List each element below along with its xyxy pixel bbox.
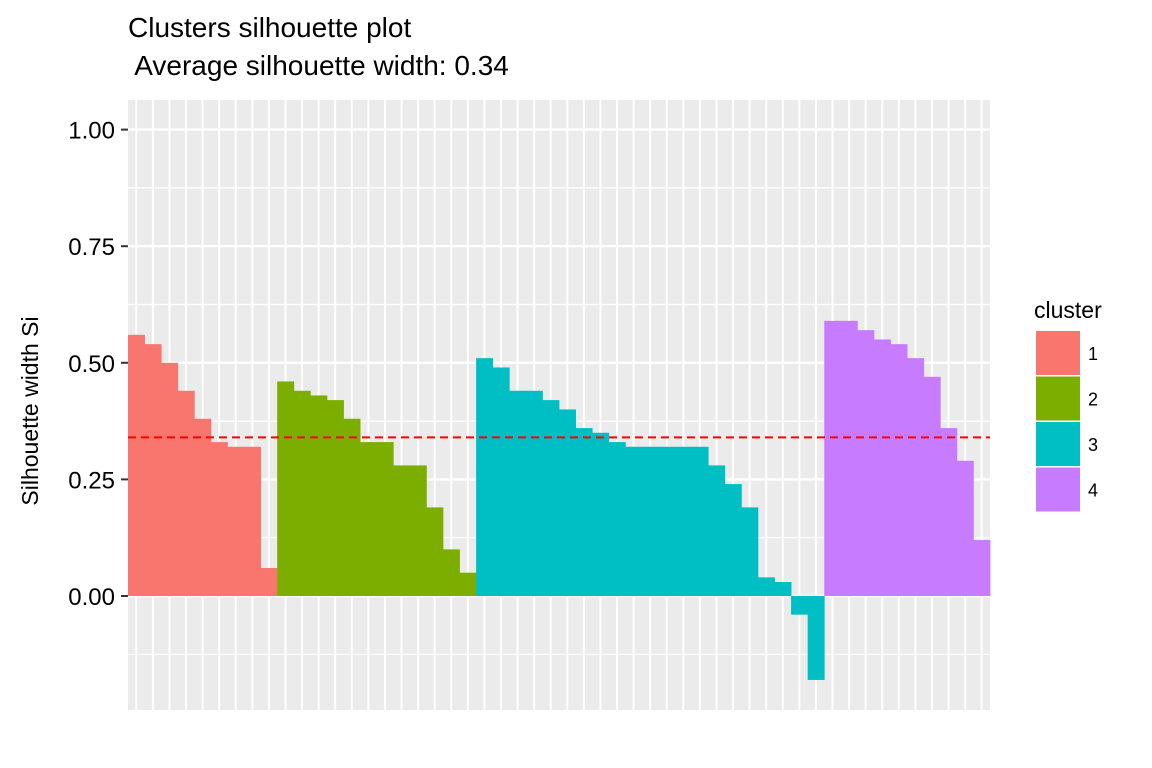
bar-cluster-1 bbox=[194, 418, 212, 596]
y-tick-label: 0.25 bbox=[68, 467, 115, 494]
y-tick-label: 1.00 bbox=[68, 118, 115, 145]
bar-cluster-3 bbox=[608, 442, 626, 596]
bar-cluster-3 bbox=[807, 596, 825, 680]
bar-cluster-1 bbox=[260, 568, 278, 596]
bar-cluster-2 bbox=[459, 572, 477, 596]
legend-label-1: 1 bbox=[1088, 344, 1098, 364]
bar-cluster-3 bbox=[525, 390, 543, 596]
legend-swatch-3 bbox=[1036, 422, 1080, 466]
legend: cluster 1 2 3 4 bbox=[1034, 297, 1102, 512]
bar-cluster-2 bbox=[409, 465, 427, 596]
bar-cluster-3 bbox=[757, 577, 775, 596]
bar-cluster-3 bbox=[592, 432, 610, 596]
chart-subtitle: Average silhouette width: 0.34 bbox=[128, 50, 509, 81]
bar-cluster-2 bbox=[393, 465, 411, 596]
bar-cluster-3 bbox=[559, 409, 576, 596]
y-tick-label: 0.00 bbox=[68, 584, 115, 611]
bar-cluster-1 bbox=[128, 334, 145, 596]
bar-cluster-3 bbox=[791, 596, 809, 615]
bars bbox=[128, 320, 991, 680]
bar-cluster-3 bbox=[641, 446, 659, 596]
bar-cluster-3 bbox=[476, 358, 494, 596]
bar-cluster-1 bbox=[210, 442, 228, 596]
bar-cluster-1 bbox=[244, 446, 262, 596]
bar-cluster-4 bbox=[857, 330, 875, 596]
bar-cluster-3 bbox=[575, 428, 593, 596]
chart-title: Clusters silhouette plot bbox=[128, 12, 412, 43]
legend-label-4: 4 bbox=[1088, 481, 1098, 501]
legend-swatch-4 bbox=[1036, 467, 1080, 512]
bar-cluster-3 bbox=[741, 507, 759, 596]
bar-cluster-1 bbox=[227, 446, 245, 596]
bar-cluster-2 bbox=[326, 400, 344, 596]
bar-cluster-4 bbox=[940, 428, 958, 596]
bar-cluster-1 bbox=[161, 362, 179, 596]
bar-cluster-3 bbox=[774, 582, 792, 596]
bar-cluster-4 bbox=[923, 376, 941, 596]
bar-cluster-4 bbox=[824, 320, 842, 596]
bar-cluster-4 bbox=[973, 540, 991, 596]
bar-cluster-2 bbox=[360, 442, 378, 596]
bar-cluster-1 bbox=[144, 344, 162, 596]
bar-cluster-4 bbox=[873, 339, 891, 596]
bar-cluster-2 bbox=[426, 507, 444, 596]
bar-cluster-3 bbox=[675, 446, 693, 596]
legend-swatch-2 bbox=[1036, 376, 1080, 421]
legend-swatch-1 bbox=[1036, 331, 1080, 375]
bar-cluster-2 bbox=[310, 395, 328, 596]
bar-cluster-2 bbox=[376, 442, 394, 596]
bar-cluster-3 bbox=[625, 446, 643, 596]
legend-label-3: 3 bbox=[1088, 435, 1098, 455]
bar-cluster-3 bbox=[542, 400, 560, 596]
bar-cluster-1 bbox=[177, 390, 195, 596]
bar-cluster-3 bbox=[658, 446, 676, 596]
bar-cluster-4 bbox=[840, 320, 858, 596]
bar-cluster-3 bbox=[509, 390, 527, 596]
y-tick-label: 0.75 bbox=[68, 234, 115, 261]
bar-cluster-3 bbox=[724, 484, 742, 596]
bar-cluster-2 bbox=[277, 381, 295, 596]
bar-cluster-4 bbox=[907, 358, 925, 596]
bar-cluster-2 bbox=[343, 418, 361, 596]
bar-cluster-4 bbox=[890, 344, 908, 596]
bar-cluster-2 bbox=[442, 549, 460, 596]
bar-cluster-2 bbox=[293, 390, 311, 596]
y-axis: 0.00 0.25 0.50 0.75 1.00 bbox=[68, 118, 128, 611]
y-axis-title: Silhouette width Si bbox=[17, 316, 43, 505]
legend-title: cluster bbox=[1034, 297, 1102, 323]
bar-cluster-4 bbox=[956, 460, 974, 596]
bar-cluster-3 bbox=[492, 367, 510, 596]
bar-cluster-3 bbox=[691, 446, 709, 596]
legend-label-2: 2 bbox=[1088, 390, 1098, 410]
y-tick-label: 0.50 bbox=[68, 351, 115, 378]
bar-cluster-3 bbox=[708, 465, 726, 596]
